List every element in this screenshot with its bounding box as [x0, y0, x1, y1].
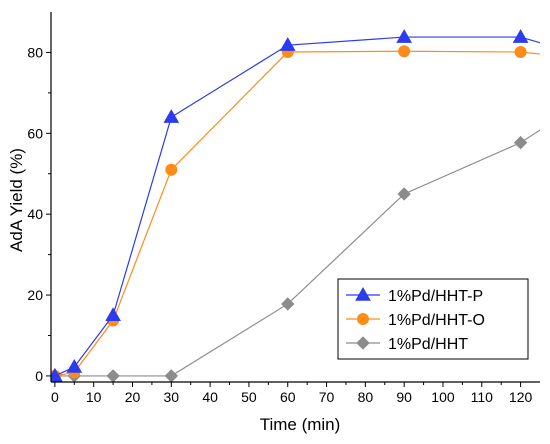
data-point — [514, 46, 527, 59]
x-axis-label: Time (min) — [260, 415, 341, 434]
legend-label: 1%Pd/HHT-O — [388, 312, 485, 329]
y-tick-label: 0 — [35, 368, 43, 384]
data-point — [279, 37, 296, 51]
series-line — [54, 50, 540, 377]
data-point — [513, 135, 528, 150]
data-point — [163, 109, 180, 123]
legend-label: 1%Pd/HHT — [388, 336, 468, 353]
legend: 1%Pd/HHT-P 1%Pd/HHT-O 1%Pd/HHT — [337, 278, 529, 360]
x-tick-label: 80 — [358, 389, 374, 405]
x-tick-label: 10 — [86, 389, 102, 405]
x-tick-label: 0 — [51, 389, 59, 405]
legend-label: 1%Pd/HHT-P — [388, 288, 483, 305]
x-tick-label: 60 — [280, 389, 296, 405]
x-tick-label: 120 — [509, 389, 533, 405]
data-point — [397, 187, 411, 201]
series-line — [54, 36, 540, 377]
data-point — [398, 45, 411, 58]
x-tick-label: 100 — [431, 389, 455, 405]
data-point — [165, 163, 178, 176]
y-tick-label: 20 — [27, 287, 43, 303]
data-point — [396, 29, 413, 43]
y-axis-label: AdA Yield (%) — [7, 148, 26, 252]
series-layer — [51, 29, 540, 382]
x-tick-label: 90 — [396, 389, 412, 405]
x-tick-label: 70 — [319, 389, 335, 405]
data-point — [105, 307, 121, 322]
legend-marker — [357, 313, 369, 325]
data-point — [281, 297, 295, 311]
legend-item: 1%Pd/HHT-O — [346, 312, 485, 329]
legend-item: 1%Pd/HHT — [346, 336, 468, 353]
legend-marker — [356, 336, 370, 350]
legend-item: 1%Pd/HHT-P — [346, 286, 483, 305]
x-tick-label: 40 — [202, 389, 218, 405]
legend-marker — [355, 286, 371, 301]
x-tick-label: 30 — [164, 389, 180, 405]
ticks-layer: 0 10 20 30 40 50 60 70 80 90 100 110 120 0 20 40 60 80 — [27, 44, 532, 405]
y-tick-label: 80 — [27, 44, 43, 60]
x-tick-label: 110 — [471, 389, 494, 405]
y-tick-label: 40 — [27, 206, 43, 222]
x-tick-label: 50 — [241, 389, 257, 405]
x-tick-label: 20 — [125, 389, 141, 405]
y-tick-label: 60 — [27, 125, 43, 141]
data-point — [512, 29, 529, 43]
data-point — [66, 359, 83, 373]
series-1 — [51, 29, 540, 382]
